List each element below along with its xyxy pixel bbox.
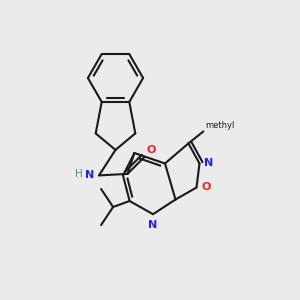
Text: N: N: [148, 220, 158, 230]
Text: O: O: [146, 145, 156, 155]
Text: O: O: [201, 182, 210, 193]
Text: methyl: methyl: [205, 121, 234, 130]
Text: N: N: [85, 170, 94, 180]
Text: N: N: [204, 158, 213, 169]
Text: H: H: [75, 169, 83, 179]
